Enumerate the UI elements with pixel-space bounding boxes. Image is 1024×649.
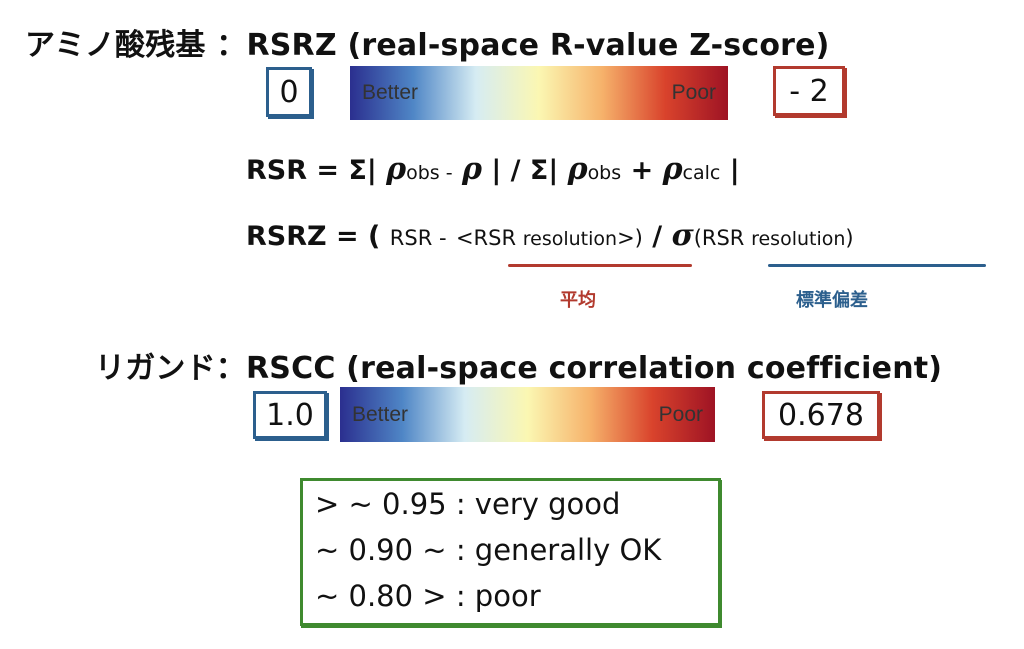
rscc-best-value: 1.0 [266, 397, 314, 433]
sd-underline [768, 264, 986, 267]
sd-note: 標準偏差 [796, 290, 868, 311]
rsrz-mean-term: <RSR resolution>) [456, 226, 643, 250]
rsr-formula-mid: | / Σ| [491, 155, 559, 186]
rsrz-best-value: 0 [279, 74, 299, 110]
rsrz-sd-open: (RSR [693, 226, 745, 250]
threshold-line: ~ 0.80 > : poor [315, 579, 541, 613]
rsr-formula: RSR = Σ| ρobs - ρ | / Σ| ρobs + ρcalc | [246, 152, 740, 187]
rsrz-slash: / [652, 221, 663, 252]
rscc-heading: リガンド：RSCC (real-space correlation coeffi… [95, 351, 943, 386]
rsrz-best-value-box: 0 [266, 67, 312, 117]
rsr-sub-calc: calc [682, 162, 721, 184]
rsrz-sd-close: ) [845, 226, 854, 250]
rsrz-mean-open: <RSR [455, 226, 517, 250]
rsrz-color-scale-bar: Better Poor [350, 66, 728, 120]
rsrz-formula: RSRZ = ( RSR - <RSR resolution>) / σ(RSR… [246, 218, 854, 253]
threshold-line: ~ 0.90 ~ : generally OK [315, 533, 662, 567]
rscc-better-label: Better [352, 402, 409, 426]
rsrz-current-value-box: - 2 [773, 66, 845, 116]
rho-symbol: ρ [386, 152, 407, 187]
rsr-formula-lhs: RSR = Σ| [246, 155, 377, 186]
rho-symbol: ρ [662, 152, 683, 187]
rsrz-sd-sub: resolution [751, 228, 846, 250]
mean-underline [508, 264, 692, 267]
rsrz-better-label: Better [362, 81, 419, 104]
rsrz-formula-rsr: RSR - [389, 226, 447, 250]
mean-note: 平均 [560, 290, 596, 311]
rscc-color-scale-bar: Better Poor [340, 387, 715, 442]
threshold-line: > ~ 0.95 : very good [315, 487, 621, 521]
rsr-sub-obs-1: obs - [406, 162, 453, 184]
rscc-threshold-box: > ~ 0.95 : very good ~ 0.90 ~ : generall… [300, 478, 721, 626]
rsrz-mean-sub: resolution [522, 228, 618, 250]
rho-symbol: ρ [462, 152, 482, 187]
rscc-best-value-box: 1.0 [253, 391, 327, 439]
rsrz-mean-close: >) [617, 226, 643, 250]
rscc-current-value-box: 0.678 [762, 391, 880, 439]
sigma-symbol: σ [671, 218, 694, 253]
rsrz-current-value: - 2 [789, 73, 829, 109]
rsrz-heading: アミノ酸残基 ：RSRZ (real-space R-value Z-score… [25, 28, 830, 63]
rsr-formula-end: | [729, 155, 740, 186]
rsrz-poor-label: Poor [671, 81, 716, 104]
rho-symbol: ρ [567, 152, 588, 187]
rsr-plus: + [630, 155, 654, 186]
rsr-sub-obs-2: obs [587, 162, 622, 184]
rscc-poor-label: Poor [658, 402, 703, 426]
rsrz-sd-term: (RSR resolution) [694, 226, 854, 250]
rsrz-formula-lhs: RSRZ = ( [246, 221, 381, 252]
rscc-current-value: 0.678 [778, 397, 864, 433]
